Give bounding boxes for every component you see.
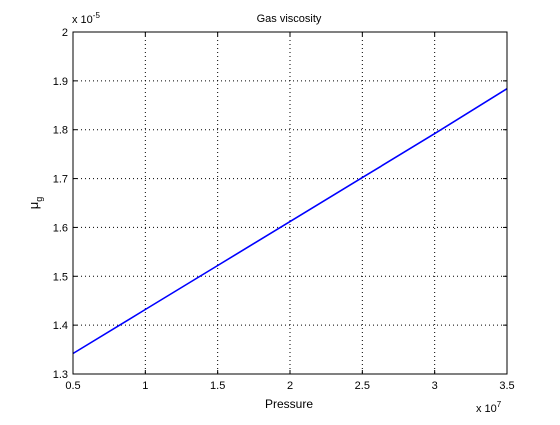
y-tick-label: 1.7: [53, 174, 68, 186]
x-axis-label: Pressure: [265, 397, 313, 411]
y-axis-exponent: x 10-5: [72, 11, 100, 26]
plot-frame: [72, 31, 508, 375]
x-tick-label: 3.5: [499, 380, 514, 392]
chart-title: Gas viscosity: [257, 13, 322, 25]
y-tick-label: 1.9: [53, 76, 68, 88]
y-tick-label: 1.8: [53, 125, 68, 137]
x-axis-exponent: x 107: [476, 400, 502, 415]
y-axis-label: μg: [26, 197, 44, 210]
series-layer: [72, 88, 508, 355]
x-tick-label: 0.5: [65, 380, 80, 392]
y-tick-label: 1.5: [53, 271, 68, 283]
y-tick-label: 2: [62, 27, 68, 39]
y-tick-label: 1.3: [53, 369, 68, 381]
y-exponent-power: -5: [93, 11, 101, 20]
y-axis-label-subscript: g: [34, 197, 44, 202]
x-tick-label: 2.5: [355, 380, 370, 392]
x-tick-label: 1: [142, 380, 148, 392]
y-tick-label: 1.4: [53, 320, 68, 332]
svg-text:μg: μg: [26, 197, 44, 210]
y-exponent-prefix: x 10: [72, 14, 93, 26]
tick-layer: 0.5 1 1.5 2 2.5 3 3.5 1.3 1.4 1.5 1.6 1.7 1.8 1.9 2: [53, 27, 515, 392]
x-tick-label: 2: [287, 380, 293, 392]
y-axis-label-mu: μ: [26, 202, 41, 210]
x-exponent-power: 7: [497, 400, 502, 409]
y-tick-label: 1.6: [53, 222, 68, 234]
x-exponent-prefix: x 10: [476, 403, 497, 415]
series-line: [72, 88, 508, 355]
x-tick-label: 3: [432, 380, 438, 392]
grid-layer: [73, 32, 507, 374]
x-tick-label: 1.5: [210, 380, 225, 392]
